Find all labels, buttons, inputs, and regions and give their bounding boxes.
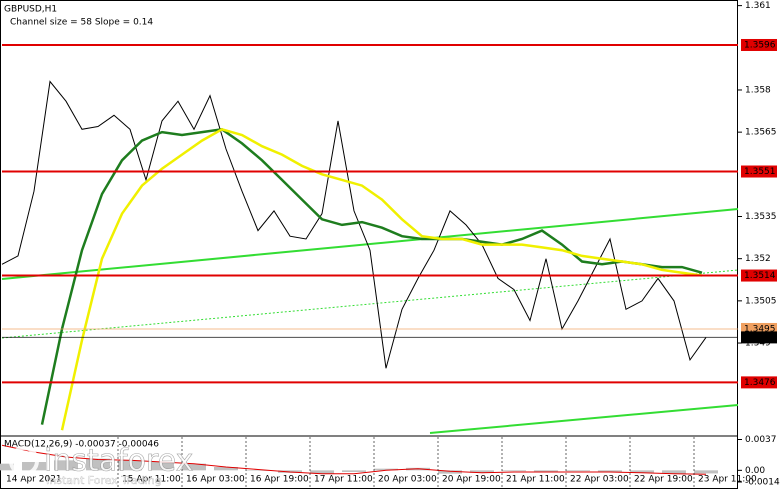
price-marker-box (741, 331, 777, 344)
channel-line (1, 208, 739, 280)
macd-bar (630, 470, 654, 473)
y-tick-label: 0.00 (745, 466, 765, 476)
x-tick-label: 15 Apr 11:00 (122, 475, 181, 485)
macd-bar (566, 470, 590, 472)
level-label: 1.3551 (744, 167, 776, 177)
channel-line (429, 404, 739, 434)
macd-bar (438, 470, 462, 474)
x-tick-label: 16 Apr 03:00 (186, 475, 245, 485)
level-label: 1.3596 (744, 40, 776, 50)
y-tick-label: -0.0014 (745, 478, 780, 488)
x-tick-label: 20 Apr 19:00 (442, 475, 501, 485)
macd-bar (54, 460, 78, 471)
y-tick-label: 1.349 (745, 339, 771, 349)
y-tick-label: 1.3565 (745, 128, 777, 138)
x-tick-label: 21 Apr 11:00 (506, 475, 565, 485)
macd-bar (662, 470, 686, 474)
price-marker-label: 1.3495 (744, 324, 776, 334)
macd-signal (1, 444, 707, 475)
x-tick-label: 14 Apr 2021 (6, 475, 62, 485)
macd-bar (694, 470, 718, 474)
level-label: 1.3514 (744, 271, 776, 281)
macd-bar (502, 470, 526, 472)
level-label-box (741, 269, 777, 282)
macd-bar (86, 458, 110, 471)
moving-average (40, 127, 703, 425)
macd-bar (310, 470, 334, 474)
y-tick-label: 1.358 (745, 85, 771, 95)
macd-bar (374, 468, 398, 471)
macd-bar (342, 470, 366, 472)
macd-bar (182, 463, 206, 471)
macd-bar (598, 470, 622, 472)
y-tick-label: 0.0037 (745, 435, 777, 445)
x-tick-label: 16 Apr 19:00 (250, 475, 309, 485)
watermark-tagline: Instant Forex Trading (46, 474, 162, 487)
x-tick-label: 20 Apr 03:00 (378, 475, 437, 485)
macd-bar (0, 463, 14, 471)
x-tick-label: 22 Apr 19:00 (634, 475, 693, 485)
macd-title: MACD(12,26,9) -0.00037 -0.00046 (4, 440, 159, 450)
chart-subtitle: Channel size = 58 Slope = 0.14 (10, 18, 153, 28)
macd-bar (470, 470, 494, 473)
y-tick-label: 1.352 (745, 254, 771, 264)
level-label-box (741, 376, 777, 389)
macd-bar (534, 470, 558, 472)
price-marker-label: 1.3492 (744, 333, 776, 343)
macd-bar (150, 462, 174, 471)
level-label: 1.3476 (744, 378, 776, 388)
price-line (1, 80, 707, 369)
y-tick-label: 1.361 (745, 1, 771, 11)
moving-average (60, 127, 703, 431)
macd-bar (246, 470, 270, 471)
macd-bar (214, 467, 238, 471)
y-tick-label: 1.3505 (745, 296, 777, 306)
x-tick-label: 17 Apr 11:00 (314, 475, 373, 485)
watermark-logo (9, 446, 39, 476)
watermark: instaforex Instant Forex Trading (9, 443, 194, 487)
level-label-box (741, 38, 777, 51)
x-tick-label: 23 Apr 11:00 (698, 475, 757, 485)
channel-midline (1, 269, 739, 339)
x-tick-label: 22 Apr 03:00 (570, 475, 629, 485)
y-tick-label: 1.3535 (745, 212, 777, 222)
chart-title: GBPUSD,H1 (4, 5, 57, 15)
level-label-box (741, 165, 777, 178)
macd-bar (118, 460, 142, 471)
watermark-brand: instaforex (44, 444, 193, 479)
